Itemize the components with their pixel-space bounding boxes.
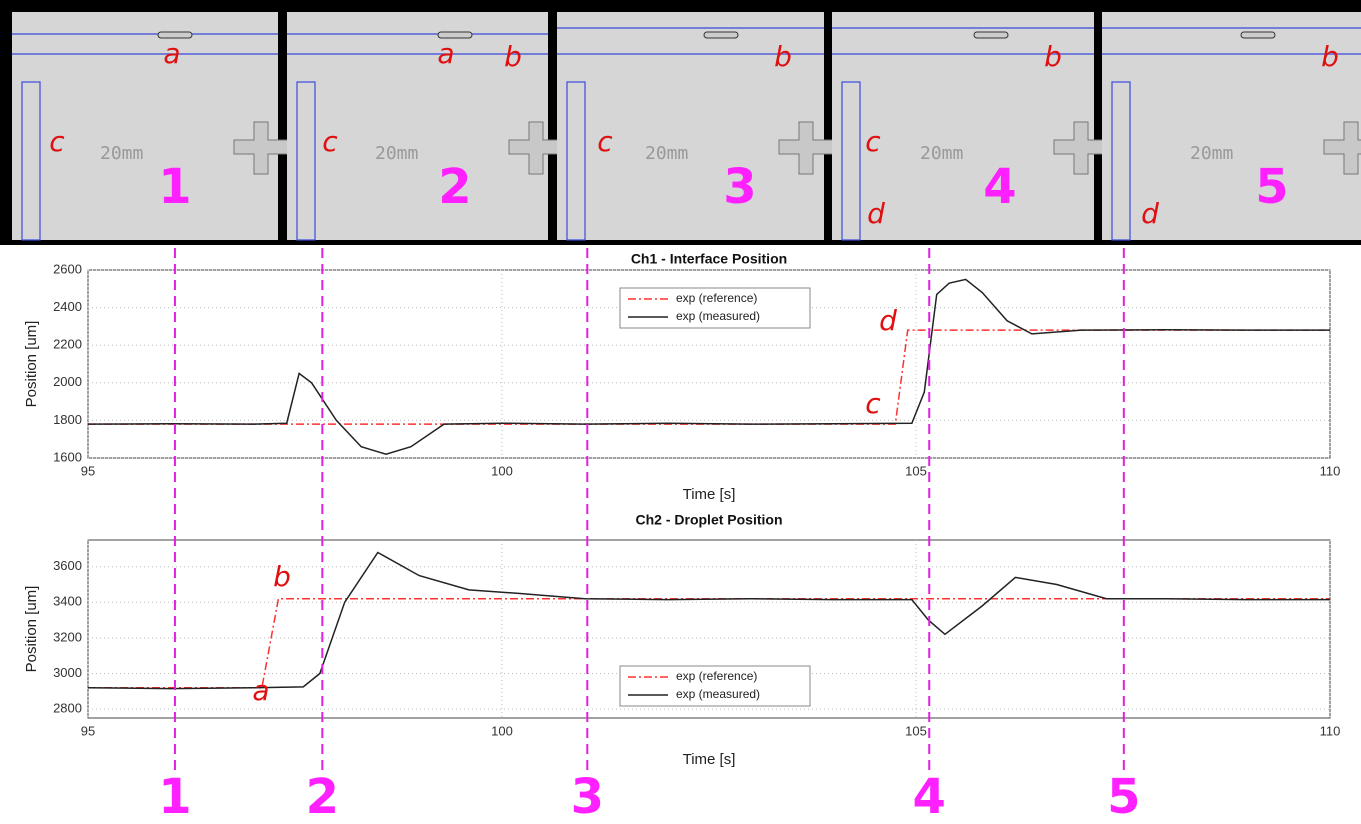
frame-letter: c [865, 125, 881, 158]
y-axis-label: Position [um] [23, 321, 40, 408]
marker-label: 1 [158, 769, 191, 824]
y-tick-label: 1800 [53, 412, 82, 427]
frame-letter: b [504, 40, 522, 73]
annotation: c [865, 387, 881, 420]
x-tick-label: 110 [1320, 723, 1341, 738]
annotation: a [252, 674, 269, 707]
droplet [1241, 32, 1275, 38]
chart-title: Ch2 - Droplet Position [636, 512, 783, 528]
chart-title: Ch1 - Interface Position [631, 251, 787, 267]
x-tick-label: 95 [81, 463, 95, 478]
scale-label: 20mm [1190, 143, 1233, 164]
marker-label: 2 [306, 769, 339, 824]
x-tick-label: 100 [491, 463, 513, 478]
frame-letter: b [1321, 40, 1339, 73]
marker-label: 4 [913, 769, 946, 824]
frame-letter: d [1141, 197, 1159, 230]
frame-letter: a [163, 37, 180, 70]
frame-number: 3 [723, 159, 756, 215]
x-tick-label: 95 [81, 723, 95, 738]
figure: 20mm 1 a c 20mm 2 a b c 20mm 3 b c 20mm 4 b c d 20mm 5 b d Ch1… [0, 0, 1361, 824]
x-tick-label: 100 [491, 723, 513, 738]
marker-label: 5 [1107, 769, 1140, 824]
frame-number: 4 [983, 159, 1016, 215]
legend-label: exp (reference) [676, 291, 757, 305]
droplet [704, 32, 738, 38]
y-tick-label: 2000 [53, 374, 82, 389]
frame-number: 1 [158, 159, 191, 215]
y-tick-label: 3000 [53, 665, 82, 680]
frame-letter: c [49, 125, 65, 158]
y-tick-label: 2800 [53, 701, 82, 716]
frame-letter: a [437, 37, 454, 70]
annotation: d [879, 304, 897, 337]
droplet [974, 32, 1008, 38]
frame-letter: c [322, 125, 338, 158]
y-tick-label: 3600 [53, 558, 82, 573]
x-tick-label: 110 [1320, 463, 1341, 478]
x-axis-label: Time [s] [683, 751, 736, 768]
x-tick-label: 105 [905, 723, 927, 738]
y-tick-label: 3200 [53, 629, 82, 644]
frame-letter: b [774, 40, 792, 73]
x-tick-label: 105 [905, 463, 927, 478]
marker-label: 3 [571, 769, 604, 824]
frame-letter: b [1044, 40, 1062, 73]
y-tick-label: 2400 [53, 299, 82, 314]
y-tick-label: 2200 [53, 337, 82, 352]
y-tick-label: 1600 [53, 449, 82, 464]
scale-label: 20mm [920, 143, 963, 164]
scale-label: 20mm [645, 143, 688, 164]
x-axis-label: Time [s] [683, 486, 736, 503]
legend-label: exp (measured) [676, 309, 760, 323]
frame-number: 5 [1255, 159, 1288, 215]
frame-letter: d [867, 197, 885, 230]
legend-label: exp (measured) [676, 687, 760, 701]
y-axis-label: Position [um] [23, 586, 40, 673]
scale-label: 20mm [100, 143, 143, 164]
annotation: b [273, 560, 291, 593]
y-tick-label: 3400 [53, 594, 82, 609]
scale-label: 20mm [375, 143, 418, 164]
frame-number: 2 [438, 159, 471, 215]
frame-letter: c [597, 125, 613, 158]
legend-label: exp (reference) [676, 669, 757, 683]
y-tick-label: 2600 [53, 261, 82, 276]
page: {"frames": [ {"number": "1", "letters": … [0, 0, 1361, 824]
